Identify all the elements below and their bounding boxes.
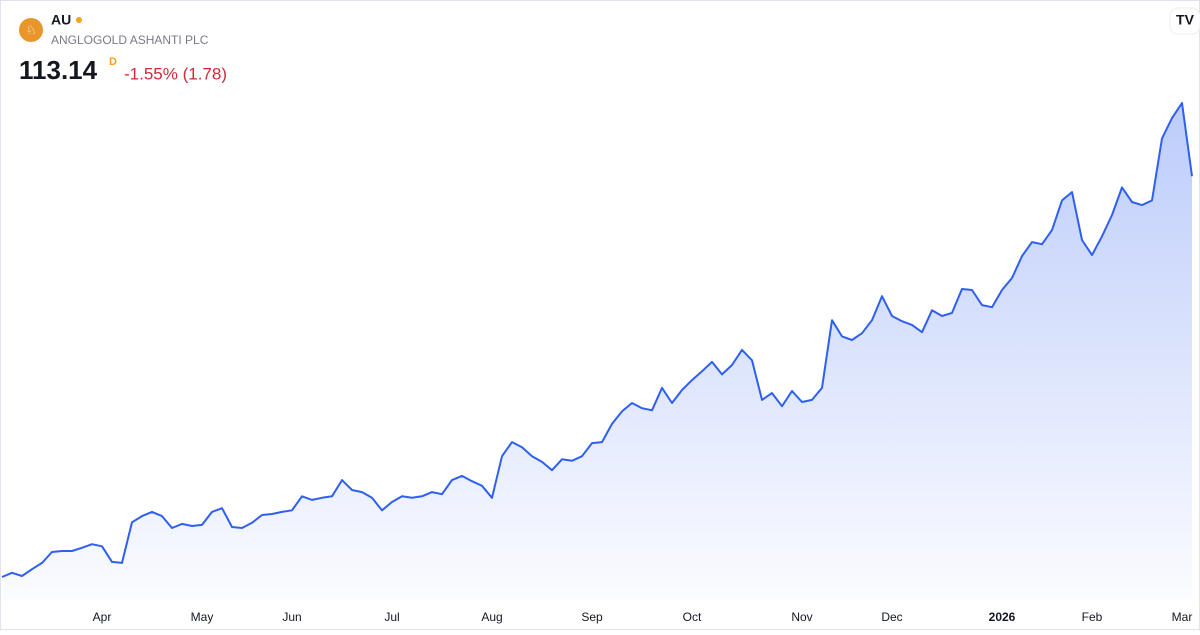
x-tick-label: Dec [881,610,902,624]
svg-text:TV: TV [1176,12,1195,28]
x-tick-label: Jun [282,610,301,624]
logo-glyph: ♘ [26,23,37,37]
x-tick-label: Apr [93,610,112,624]
change: -1.55% (1.78) [124,64,227,83]
price: 113.14 [19,55,98,85]
logo [19,18,43,42]
x-tick-label: Aug [481,610,502,624]
x-tick-label: Feb [1082,610,1103,624]
x-tick-label: May [191,610,214,624]
x-tick-label: Nov [791,610,812,624]
company-name: ANGLOGOLD ASHANTI PLC [51,33,209,47]
interval: D [109,56,117,68]
x-tick-label: Sep [581,610,603,624]
area-fill [2,103,1192,600]
symbol: AU [51,12,71,28]
x-tick-label: 2026 [989,610,1016,624]
status-dot [76,17,82,23]
x-tick-label: Jul [384,610,399,624]
price-line [1,102,1193,578]
x-tick-label: Oct [683,610,702,624]
tradingview-logo: TV [1169,7,1200,35]
plot-area: Apr May Jun Jul Aug Sep Oct Nov Dec 2026 Feb Mar [1,102,1193,624]
x-tick-label: Mar [1172,610,1193,624]
